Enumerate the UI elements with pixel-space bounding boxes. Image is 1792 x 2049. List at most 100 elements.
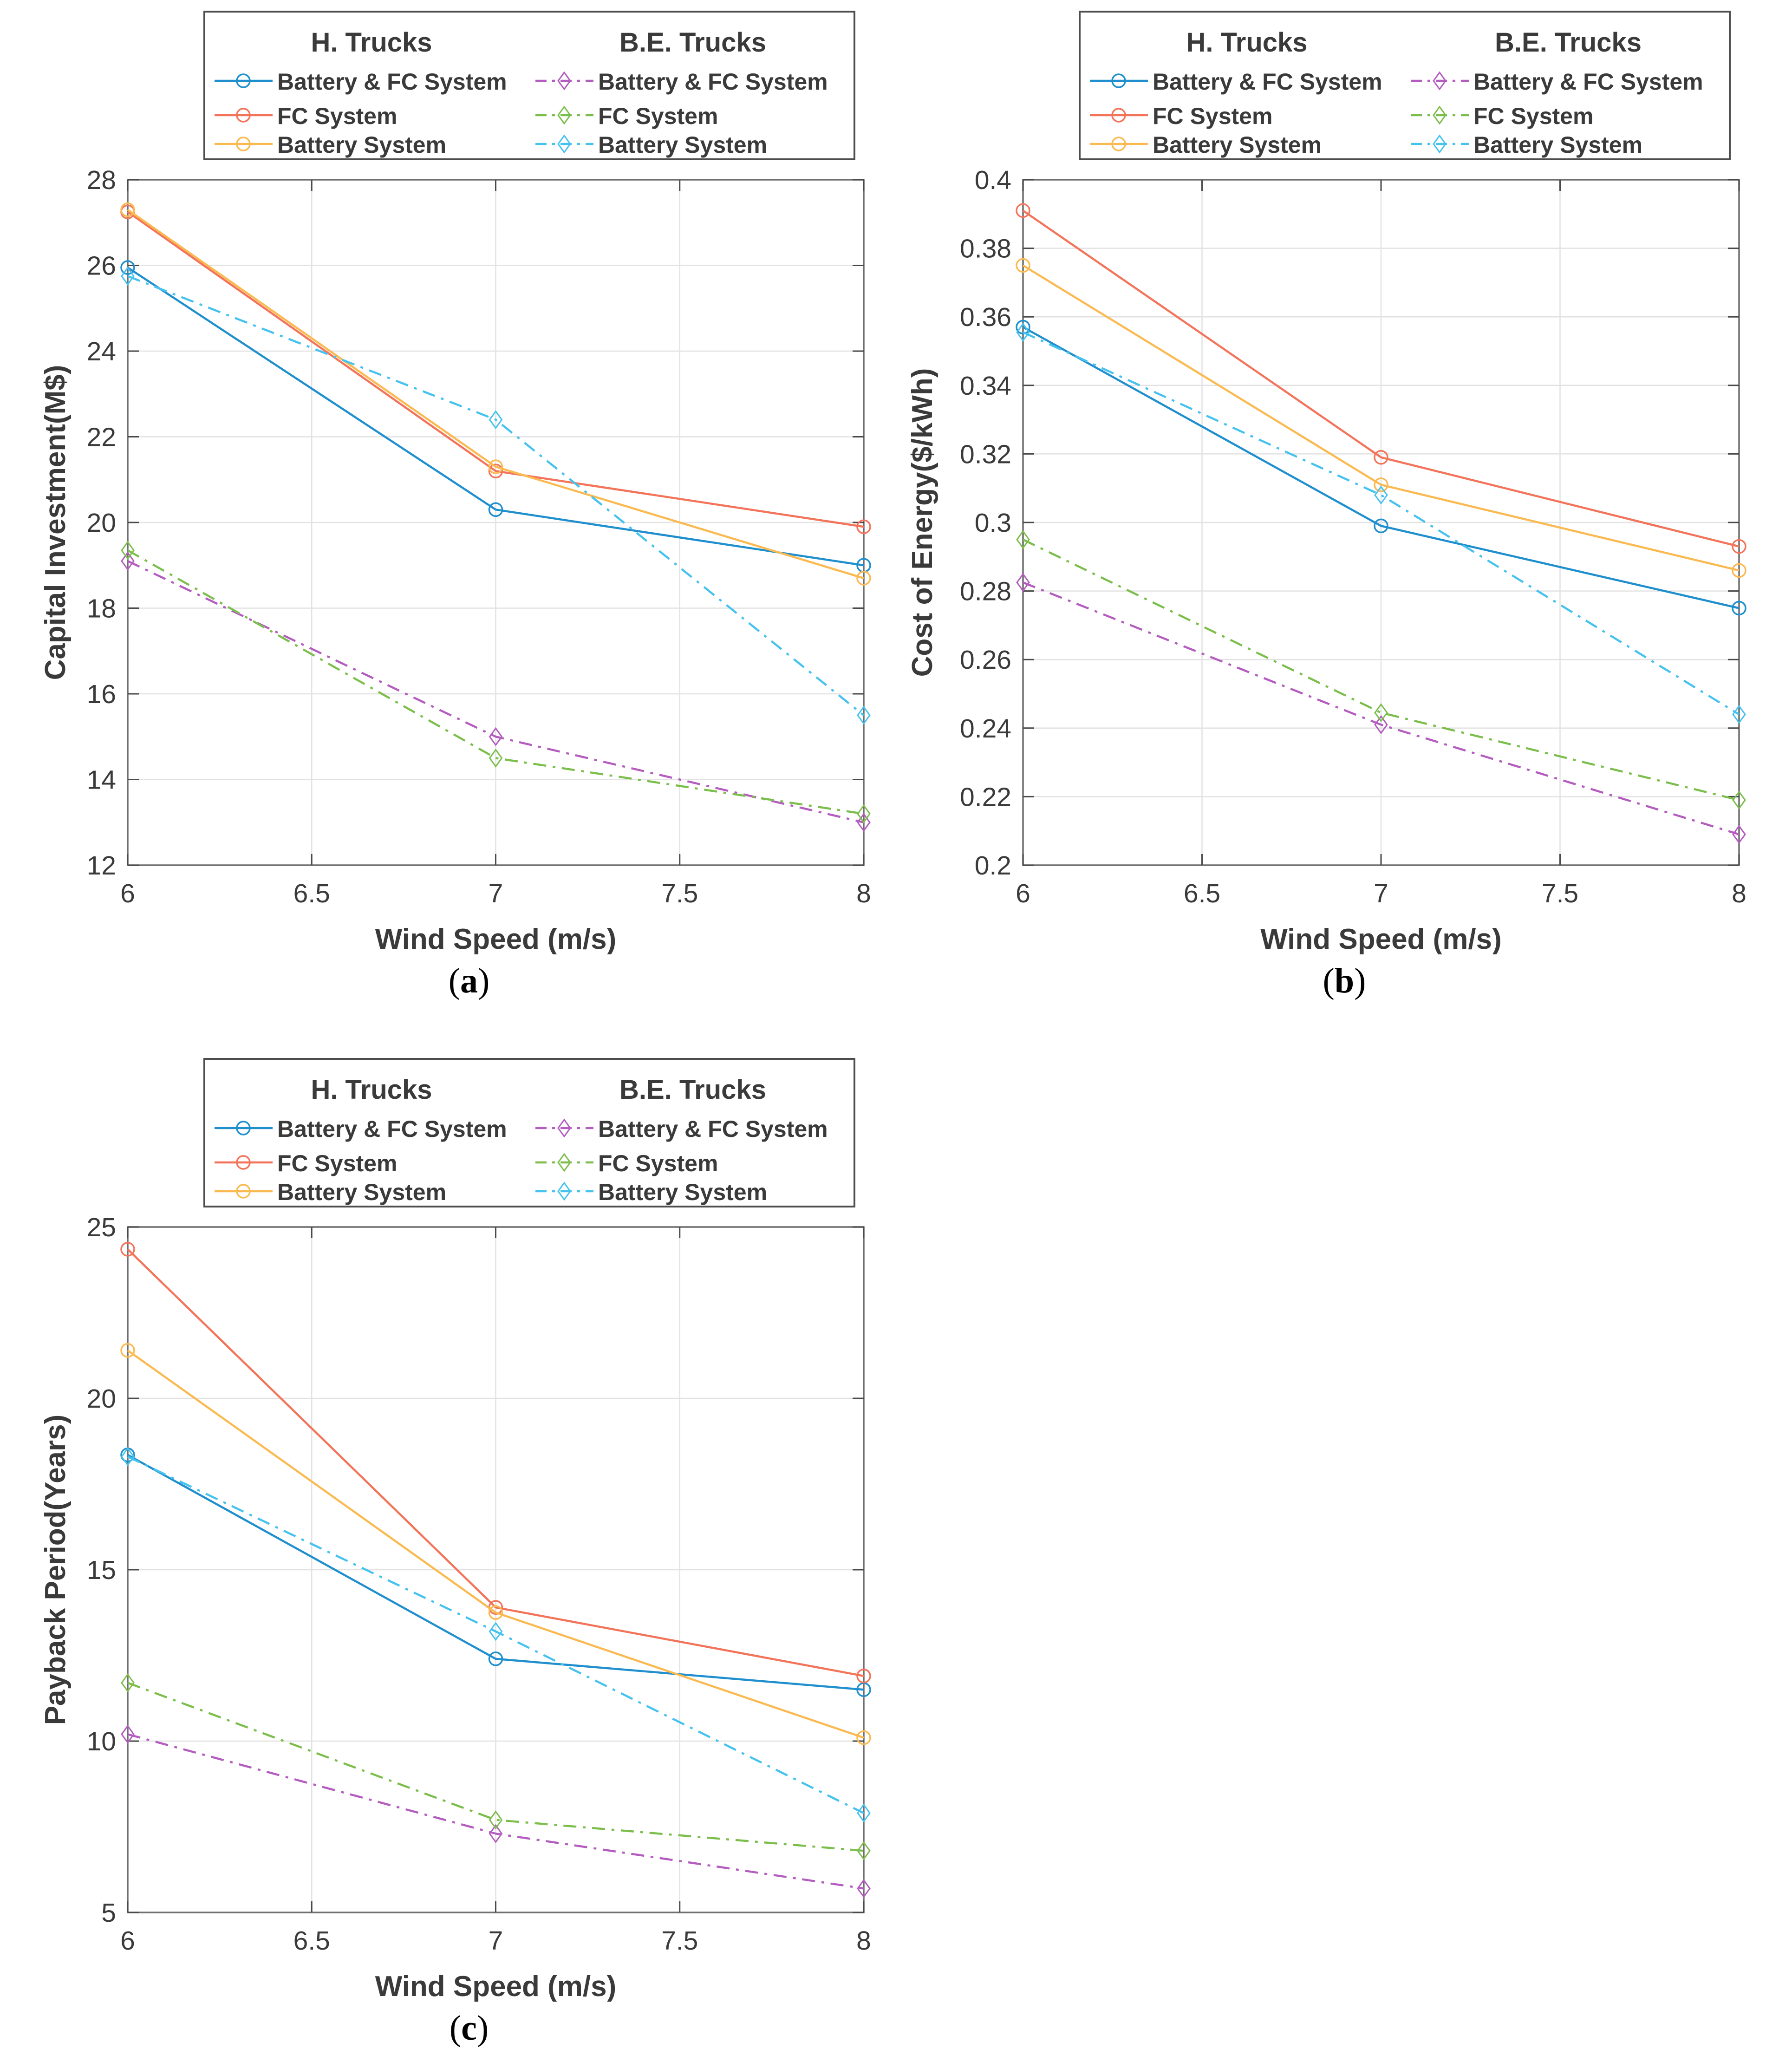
y-tick-label: 20 <box>87 1384 116 1414</box>
data-point-marker <box>488 502 503 517</box>
data-point-marker <box>489 1824 503 1843</box>
x-tick-label: 6.5 <box>293 1926 330 1956</box>
y-tick-label: 24 <box>87 337 116 366</box>
data-point-marker <box>489 1622 503 1641</box>
data-point-marker <box>489 1810 503 1830</box>
data-point-marker <box>1016 322 1030 342</box>
caption-c: (c) <box>449 2009 489 2048</box>
legend-sample-marker <box>236 1121 251 1135</box>
data-point-marker <box>857 1841 871 1860</box>
legend-sample-marker <box>1433 71 1447 91</box>
y-tick-label: 25 <box>87 1213 116 1242</box>
series-line-HTrucks-BatteryFCSystem <box>127 267 864 567</box>
legend-item-label: Battery System <box>277 1179 446 1205</box>
series-line-BETrucks-BatterySystem <box>1023 331 1740 716</box>
x-tick-label: 8 <box>856 1926 871 1956</box>
series-line-HTrucks-BatterySystem <box>127 1349 864 1739</box>
series-line-BETrucks-BatterySystem <box>127 275 865 716</box>
legend-sample-marker <box>557 1153 571 1172</box>
y-tick-label: 0.36 <box>960 302 1011 332</box>
legend-item-label: FC System <box>598 103 718 129</box>
legend-item-label: Battery & FC System <box>277 69 507 95</box>
legend-item-label: FC System <box>1473 103 1593 129</box>
data-point-marker <box>1732 600 1746 616</box>
figure-a: 6 6.5 7 7.5 8 12 14 16 18 20 22 24 26 28 Wind Speed (m… <box>28 7 887 1001</box>
y-tick-label: 10 <box>87 1727 116 1756</box>
data-point-marker <box>1374 518 1388 534</box>
y-tick-label: 26 <box>87 251 116 281</box>
data-point-marker <box>857 813 871 832</box>
data-point-marker <box>1374 715 1388 734</box>
legend-item-label: Battery System <box>598 132 767 158</box>
legend-box <box>203 1058 855 1207</box>
series-line-BETrucks-FCSystem <box>127 549 864 815</box>
data-point-marker <box>121 1673 135 1693</box>
data-point-marker <box>1016 573 1030 592</box>
legend-item-label: Battery & FC System <box>1473 69 1703 95</box>
x-tick-label: 6 <box>120 879 135 908</box>
data-point-marker <box>121 267 135 286</box>
x-axis-label: Wind Speed (m/s) <box>375 1971 617 2002</box>
legend-sample-marker <box>236 137 251 151</box>
data-point-marker <box>1016 530 1030 549</box>
x-tick-label: 6 <box>1016 879 1030 908</box>
data-point-marker <box>488 1605 503 1620</box>
legend-item-label: Battery & FC System <box>598 69 828 95</box>
y-tick-label: 22 <box>87 423 116 452</box>
x-tick-label: 7.5 <box>1542 879 1578 908</box>
y-tick-label: 0.24 <box>960 714 1011 744</box>
legend-header-be-trucks: B.E. Trucks <box>1495 27 1642 58</box>
data-point-marker <box>121 551 135 571</box>
y-tick-label: 0.2 <box>975 851 1011 881</box>
data-point-marker <box>489 410 503 430</box>
data-point-marker <box>857 705 871 725</box>
data-point-marker <box>121 541 135 560</box>
x-axis-label: Wind Speed (m/s) <box>1260 923 1502 954</box>
data-point-marker <box>121 1447 135 1467</box>
y-tick-label: 5 <box>101 1898 116 1928</box>
data-point-marker <box>120 1343 135 1358</box>
series-line-HTrucks-BatterySystem <box>127 209 864 580</box>
y-axis-label: Capital Investment(M$) <box>39 365 72 680</box>
data-point-marker <box>857 1803 871 1823</box>
legend-header-be-trucks: B.E. Trucks <box>619 27 766 58</box>
data-point-marker <box>856 1669 871 1684</box>
series-line-HTrucks-FCSystem <box>1022 209 1740 548</box>
tick-marks <box>1022 179 1740 866</box>
legend-sample-marker <box>557 1118 571 1138</box>
y-tick-label: 0.22 <box>960 782 1011 812</box>
caption-b: (b) <box>1323 961 1366 1000</box>
figure-b: 6 6.5 7 7.5 8 0.2 0.22 0.24 0.26 0.28 0.3 0.32 0.34 0… <box>903 7 1762 1001</box>
legend-box <box>1079 11 1731 160</box>
x-tick-label: 6.5 <box>1184 879 1220 908</box>
legend-sample-marker <box>236 73 251 88</box>
data-point-marker <box>1374 450 1388 465</box>
tick-marks <box>127 179 865 866</box>
chart-b-svg: 6 6.5 7 7.5 8 0.2 0.22 0.24 0.26 0.28 0.3 0.32 0.34 0… <box>906 11 1746 954</box>
data-point-marker <box>488 459 503 474</box>
legend-sample-marker <box>557 105 571 125</box>
x-tick-label: 6 <box>120 1926 135 1956</box>
figure-c: 6 6.5 7 7.5 8 5 10 15 20 25 Wind Speed (m/s) Paybac… <box>28 1054 887 2049</box>
caption-a: (a) <box>448 961 490 1000</box>
legend-item-label: Battery System <box>1153 132 1322 158</box>
x-tick-label: 7.5 <box>661 1926 698 1956</box>
data-point-marker <box>1374 485 1388 505</box>
data-point-marker <box>1016 203 1030 218</box>
y-tick-label: 0.28 <box>960 577 1011 607</box>
series-line-BETrucks-FCSystem <box>1023 538 1740 801</box>
data-point-marker <box>120 1242 135 1257</box>
legend-item-label: FC System <box>1153 103 1272 129</box>
y-tick-label: 12 <box>87 851 116 881</box>
y-tick-label: 0.32 <box>960 439 1011 469</box>
y-tick-label: 0.3 <box>975 508 1011 538</box>
data-point-marker <box>488 1651 503 1666</box>
data-point-marker <box>857 804 871 823</box>
series-line-BETrucks-FCSystem <box>127 1682 864 1852</box>
x-tick-label: 7 <box>1374 879 1388 908</box>
data-point-marker <box>1732 563 1746 578</box>
series-line-BETrucks-BatterySystem <box>127 1455 864 1814</box>
y-tick-label: 14 <box>87 765 116 795</box>
data-point-marker <box>1374 477 1388 492</box>
legend-sample-marker <box>557 71 571 91</box>
